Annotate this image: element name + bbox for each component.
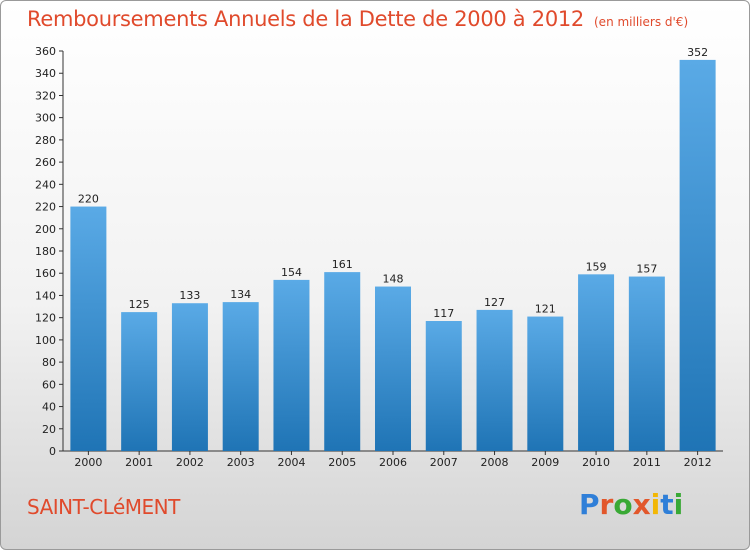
y-tick-label: 280	[35, 134, 56, 147]
value-label-2011: 157	[636, 263, 657, 276]
town-name: SAINT-CLéMENT	[27, 495, 180, 519]
y-tick-label: 140	[35, 289, 56, 302]
logo-letter: i	[650, 488, 661, 521]
y-tick-label: 40	[42, 401, 56, 414]
value-label-2002: 133	[179, 289, 200, 302]
logo-letter: o	[613, 488, 633, 521]
x-tick-label-2009: 2009	[531, 456, 559, 469]
logo-letter: i	[673, 488, 684, 521]
logo-letter: r	[599, 488, 614, 521]
y-tick-label: 340	[35, 67, 56, 80]
x-tick-label-2011: 2011	[633, 456, 661, 469]
y-tick-label: 240	[35, 178, 56, 191]
bar-2003	[222, 302, 259, 451]
y-tick-label: 20	[42, 423, 56, 436]
bar-2011	[628, 276, 665, 451]
x-tick-label-2007: 2007	[430, 456, 458, 469]
y-tick-label: 260	[35, 156, 56, 169]
value-label-2000: 220	[78, 193, 99, 206]
y-tick-label: 360	[35, 45, 56, 58]
bar-2009	[527, 316, 564, 451]
bar-2005	[324, 272, 361, 451]
y-tick-label: 200	[35, 223, 56, 236]
y-tick-label: 0	[49, 445, 56, 458]
chart-bars: 220 125 133 134 154 161 148 117 127 121 159 157 352	[70, 46, 716, 452]
title-text: Remboursements Annuels de la Dette de 20…	[27, 7, 584, 31]
bar-2000	[70, 206, 107, 451]
value-label-2010: 159	[586, 260, 607, 273]
bar-2002	[171, 303, 208, 451]
x-tick-label-2000: 2000	[74, 456, 102, 469]
y-tick-label: 300	[35, 112, 56, 125]
y-tick-label: 120	[35, 312, 56, 325]
value-label-2007: 117	[433, 307, 454, 320]
y-tick-label: 180	[35, 245, 56, 258]
bar-2010	[578, 274, 615, 451]
y-tick-label: 160	[35, 267, 56, 280]
x-tick-label-2008: 2008	[481, 456, 509, 469]
x-tick-label-2002: 2002	[176, 456, 204, 469]
x-tick-label-2003: 2003	[227, 456, 255, 469]
bar-2008	[476, 309, 513, 451]
value-label-2005: 161	[332, 258, 353, 271]
x-tick-label-2012: 2012	[684, 456, 712, 469]
bar-2007	[425, 321, 462, 451]
value-label-2012: 352	[687, 46, 708, 59]
x-tick-label-2010: 2010	[582, 456, 610, 469]
y-tick-label: 80	[42, 356, 56, 369]
logo-letter: t	[660, 488, 674, 521]
value-label-2008: 127	[484, 296, 505, 309]
y-tick-label: 100	[35, 334, 56, 347]
y-tick-label: 220	[35, 201, 56, 214]
x-tick-label-2004: 2004	[277, 456, 305, 469]
bar-2006	[375, 286, 411, 451]
y-tick-label: 60	[42, 378, 56, 391]
x-tick-label-2005: 2005	[328, 456, 356, 469]
value-label-2001: 125	[129, 298, 150, 311]
bar-2012	[679, 59, 716, 452]
bar-2004	[273, 279, 310, 451]
chart-subtitle: (en milliers d'€)	[594, 15, 689, 29]
bar-2001	[121, 312, 158, 451]
x-tick-label-2006: 2006	[379, 456, 407, 469]
value-label-2004: 154	[281, 266, 302, 279]
chart-axes: 0 20 40 60 80 100 120 140 160 180 200 220 240 260 280 3…	[35, 45, 723, 469]
value-label-2009: 121	[535, 303, 556, 316]
value-label-2006: 148	[383, 273, 404, 286]
x-tick-label-2001: 2001	[125, 456, 153, 469]
chart-title: Remboursements Annuels de la Dette de 20…	[27, 7, 688, 31]
proxiti-logo: Proxiti	[579, 488, 683, 521]
logo-letter: P	[579, 488, 600, 521]
value-label-2003: 134	[230, 288, 251, 301]
logo-letter: x	[632, 488, 651, 521]
y-tick-label: 320	[35, 89, 56, 102]
